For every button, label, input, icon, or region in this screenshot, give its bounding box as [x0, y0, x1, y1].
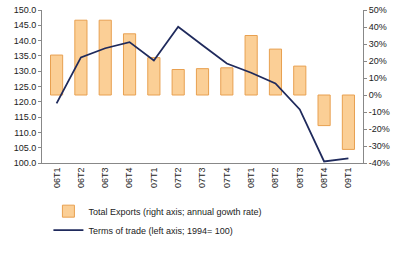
- svg-text:120.0: 120.0: [14, 97, 37, 107]
- svg-text:06T1: 06T1: [52, 168, 62, 189]
- svg-text:130.0: 130.0: [14, 66, 37, 76]
- svg-text:07T1: 07T1: [149, 168, 159, 189]
- svg-text:30%: 30%: [369, 39, 387, 49]
- svg-text:150.0: 150.0: [14, 5, 37, 15]
- svg-text:08T1: 08T1: [246, 168, 256, 189]
- svg-text:10%: 10%: [369, 73, 387, 83]
- svg-text:50%: 50%: [369, 5, 387, 15]
- svg-text:20%: 20%: [369, 56, 387, 66]
- svg-text:-40%: -40%: [369, 158, 390, 168]
- svg-text:07T2: 07T2: [173, 168, 183, 189]
- svg-text:Total Exports (right axis; ann: Total Exports (right axis; annual gowth …: [88, 207, 261, 217]
- svg-text:06T2: 06T2: [76, 168, 86, 189]
- svg-text:-20%: -20%: [369, 124, 390, 134]
- svg-text:06T3: 06T3: [100, 168, 110, 189]
- svg-text:125.0: 125.0: [14, 82, 37, 92]
- svg-text:100.0: 100.0: [14, 158, 37, 168]
- svg-text:08T3: 08T3: [295, 168, 305, 189]
- svg-text:140.0: 140.0: [14, 36, 37, 46]
- svg-text:105.0: 105.0: [14, 143, 37, 153]
- svg-text:-30%: -30%: [369, 141, 390, 151]
- svg-text:110.0: 110.0: [14, 128, 36, 138]
- svg-text:145.0: 145.0: [14, 20, 37, 30]
- svg-text:115.0: 115.0: [14, 112, 36, 122]
- svg-text:06T4: 06T4: [124, 168, 134, 189]
- svg-text:07T4: 07T4: [222, 168, 232, 189]
- svg-text:0%: 0%: [369, 90, 382, 100]
- svg-text:08T2: 08T2: [270, 168, 280, 189]
- svg-text:07T3: 07T3: [197, 168, 207, 189]
- svg-text:08T4: 08T4: [319, 168, 329, 189]
- svg-text:135.0: 135.0: [14, 51, 37, 61]
- svg-text:Terms of trade (left axis; 199: Terms of trade (left axis; 1994= 100): [88, 226, 232, 236]
- svg-text:40%: 40%: [369, 22, 387, 32]
- svg-text:-10%: -10%: [369, 107, 390, 117]
- svg-text:09T1: 09T1: [343, 168, 353, 189]
